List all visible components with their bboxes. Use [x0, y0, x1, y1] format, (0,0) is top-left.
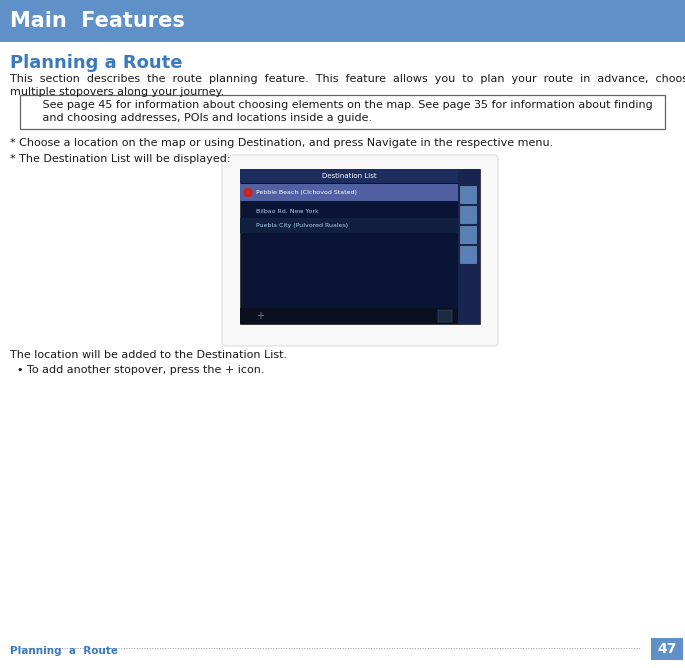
- Text: multiple stopovers along your journey.: multiple stopovers along your journey.: [10, 87, 224, 97]
- Bar: [460, 206, 476, 223]
- Bar: [240, 308, 458, 324]
- FancyBboxPatch shape: [222, 155, 498, 346]
- Text: * The Destination List will be displayed:: * The Destination List will be displayed…: [10, 154, 230, 164]
- Text: Main  Features: Main Features: [10, 11, 185, 31]
- Text: * Choose a location on the map or using Destination, and press Navigate in the r: * Choose a location on the map or using …: [10, 138, 553, 148]
- Bar: [240, 169, 480, 324]
- Bar: [240, 218, 458, 233]
- Text: Puebla City (Pulvored Ruales): Puebla City (Pulvored Ruales): [256, 223, 348, 228]
- Text: 47: 47: [658, 642, 677, 656]
- Text: Bilbao Rd, New York: Bilbao Rd, New York: [256, 208, 319, 214]
- Bar: [458, 169, 480, 324]
- Circle shape: [244, 188, 252, 196]
- Text: Planning  a  Route: Planning a Route: [10, 646, 118, 656]
- Bar: [0, 0, 685, 42]
- Text: Pebble Beach (Clchovod Stated): Pebble Beach (Clchovod Stated): [256, 190, 357, 195]
- Bar: [460, 246, 476, 263]
- Text: Destination List: Destination List: [322, 173, 376, 179]
- Bar: [460, 186, 476, 203]
- Text: See page 45 for information about choosing elements on the map. See page 35 for : See page 45 for information about choosi…: [32, 100, 653, 110]
- Text: This  section  describes  the  route  planning  feature.  This  feature  allows : This section describes the route plannin…: [10, 74, 685, 84]
- Bar: [240, 169, 458, 183]
- Text: The location will be added to the Destination List.: The location will be added to the Destin…: [10, 350, 287, 360]
- Text: and choosing addresses, POIs and locations inside a guide.: and choosing addresses, POIs and locatio…: [32, 113, 372, 123]
- Text: +: +: [256, 311, 264, 321]
- Bar: [460, 226, 476, 243]
- Text: • To add another stopover, press the + icon.: • To add another stopover, press the + i…: [10, 365, 264, 375]
- Bar: [651, 638, 683, 660]
- Text: Planning a Route: Planning a Route: [10, 54, 182, 72]
- Bar: [438, 310, 452, 322]
- Bar: [240, 184, 458, 201]
- Bar: [20, 95, 665, 129]
